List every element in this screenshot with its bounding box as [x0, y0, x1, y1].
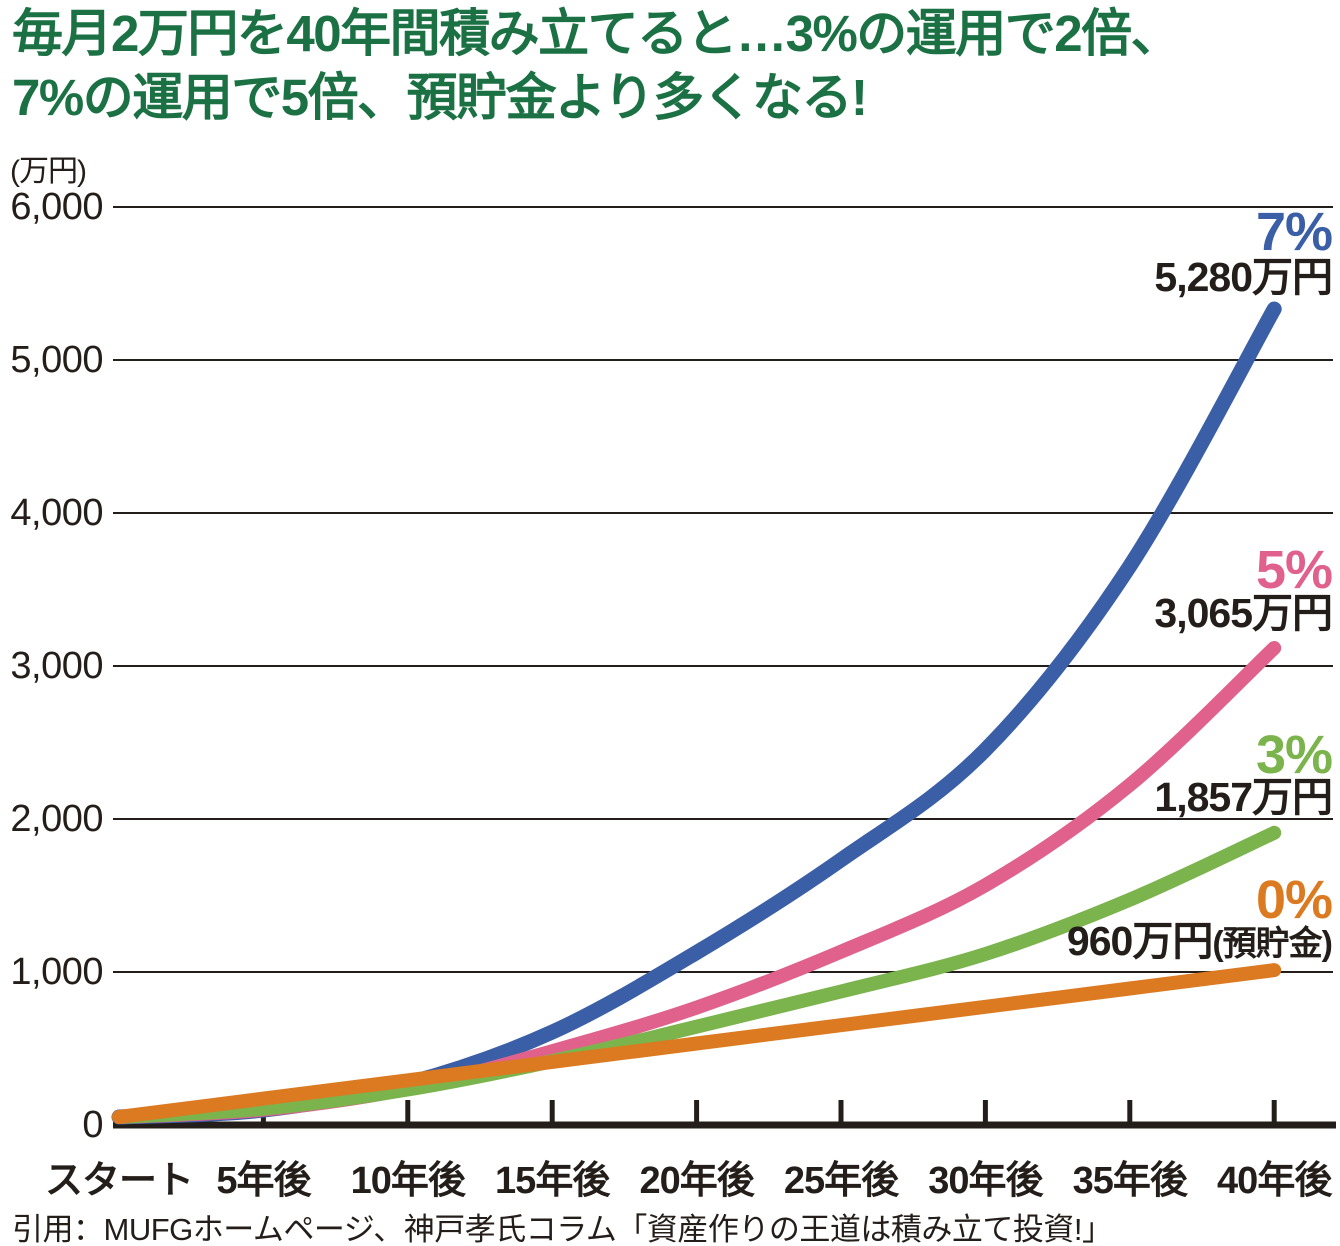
- y-axis-label: 3,000: [10, 645, 103, 687]
- x-axis-label: 35年後: [1072, 1160, 1188, 1202]
- x-axis-label: 20年後: [639, 1160, 754, 1202]
- chart-title-line-2: 7%の運用で5倍、預貯金より多くなる!: [12, 69, 868, 127]
- x-axis-label: 15年後: [495, 1160, 610, 1202]
- x-axis-label: 40年後: [1217, 1160, 1332, 1202]
- y-axis-unit-label: (万円): [10, 155, 87, 188]
- final-value-text: 3,065万円: [1154, 590, 1333, 636]
- final-value-suffix: (預貯金): [1212, 925, 1333, 963]
- x-axis-label: スタート: [44, 1160, 194, 1202]
- x-axis-label: 10年後: [350, 1160, 466, 1202]
- chart-title: 毎月2万円を40年間積み立てると…3%の運用で2倍、 7%の運用で5倍、預貯金よ…: [12, 2, 1182, 131]
- series-line-0pct: [112, 963, 1282, 1124]
- final-value-text: 1,857万円: [1154, 774, 1333, 820]
- series-rate-label-7pct: 7%: [1255, 202, 1333, 262]
- x-axis-label: 30年後: [928, 1160, 1043, 1202]
- y-axis-label: 4,000: [10, 492, 103, 534]
- series-rate-label-3pct: 3%: [1255, 725, 1333, 785]
- y-axis-label: 0: [82, 1104, 103, 1146]
- final-value-text: 5,280万円: [1154, 254, 1333, 300]
- y-axis-label: 2,000: [10, 798, 103, 840]
- x-axis-label: 5年後: [216, 1160, 311, 1202]
- series-line-3pct: [112, 825, 1282, 1124]
- y-axis-label: 6,000: [10, 186, 103, 228]
- series-final-value-0pct: 960万円(預貯金): [1066, 918, 1333, 964]
- chart-title-line-1: 毎月2万円を40年間積み立てると…3%の運用で2倍、: [12, 5, 1182, 62]
- series-final-value-7pct: 5,280万円: [1154, 254, 1333, 300]
- series-final-value-5pct: 3,065万円: [1154, 590, 1333, 636]
- y-axis-label: 1,000: [10, 951, 103, 993]
- y-axis-label: 5,000: [10, 339, 103, 381]
- series-final-value-3pct: 1,857万円: [1154, 774, 1333, 820]
- source-citation: 引用：MUFGホームページ、神戸孝氏コラム「資産作りの王道は積み立て投資!」: [12, 1212, 1113, 1246]
- x-axis-label: 25年後: [783, 1160, 899, 1202]
- final-value-text: 960万円: [1066, 918, 1213, 964]
- series-rate-label-0pct: 0%: [1255, 870, 1333, 930]
- series-rate-label-5pct: 5%: [1255, 540, 1333, 600]
